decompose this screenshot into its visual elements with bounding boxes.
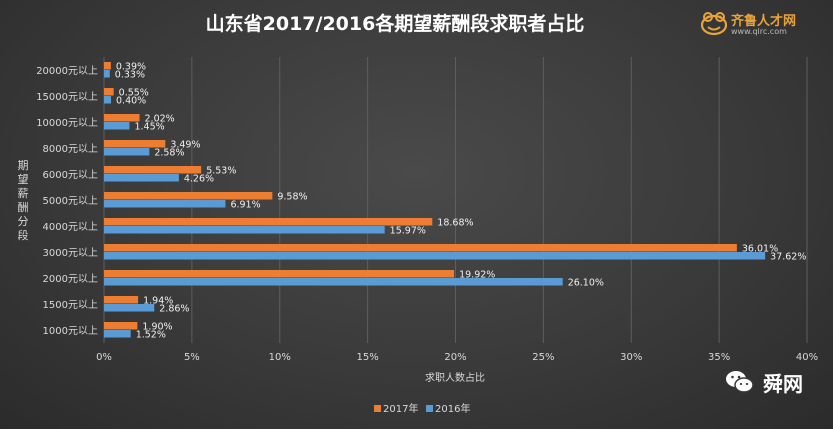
logo-text: 齐鲁人才网 <box>731 14 797 29</box>
bar-2016 <box>104 226 385 234</box>
bar-2016 <box>104 96 112 104</box>
x-tick-label: 20% <box>444 352 466 363</box>
y-axis-label-char: 分 <box>18 215 29 228</box>
bar-2017 <box>104 270 455 278</box>
bar-2017 <box>104 114 140 122</box>
y-tick-label: 6000元以上 <box>43 169 98 181</box>
data-label: 2.58% <box>154 148 184 159</box>
wechat-icon <box>726 371 754 393</box>
data-label: 15.97% <box>390 226 426 237</box>
bar-2017 <box>104 62 111 70</box>
bar-2017 <box>104 244 737 252</box>
chart-title: 山东省2017/2016各期望薪酬段求职者占比 <box>206 12 585 35</box>
gridlines <box>103 57 808 343</box>
data-label: 0.40% <box>116 96 146 107</box>
bar-2017 <box>104 192 273 200</box>
x-tick-label: 5% <box>184 352 200 363</box>
data-label: 37.62% <box>770 252 806 263</box>
x-tick-label: 15% <box>357 352 379 363</box>
watermark-text: 舜网 <box>763 371 803 396</box>
bar-2017 <box>104 218 433 226</box>
watermark: 舜网 <box>725 367 803 397</box>
bar-2016 <box>104 174 179 182</box>
legend: 2017年 2016年 <box>374 402 470 415</box>
y-tick-label: 3000元以上 <box>43 247 98 259</box>
x-tick-label: 0% <box>96 352 112 363</box>
y-axis-label-char: 酬 <box>18 201 29 214</box>
x-axis-label: 求职人数占比 <box>425 371 485 384</box>
data-label: 19.92% <box>459 270 495 281</box>
bar-2016 <box>104 70 110 78</box>
data-label: 3.49% <box>170 140 200 151</box>
data-label: 0.55% <box>119 88 149 99</box>
y-tick-label: 4000元以上 <box>43 221 98 233</box>
data-label: 9.58% <box>277 192 307 203</box>
data-label: 4.26% <box>184 174 214 185</box>
bar-2016 <box>104 122 130 130</box>
bar-2016 <box>104 278 563 286</box>
x-tick-label: 35% <box>708 352 730 363</box>
y-tick-label: 2000元以上 <box>43 273 98 285</box>
x-tick-label: 40% <box>796 352 818 363</box>
frog-logo-icon <box>701 12 727 36</box>
data-label: 36.01% <box>742 244 778 255</box>
data-label: 1.94% <box>143 296 173 307</box>
data-label: 26.10% <box>568 278 604 289</box>
data-label: 5.53% <box>206 166 236 177</box>
data-label: 1.45% <box>134 122 164 133</box>
data-label: 2.86% <box>159 304 189 315</box>
data-label: 0.39% <box>116 62 146 73</box>
bar-2017 <box>104 140 166 148</box>
bar-2017 <box>104 322 138 330</box>
bar-2016 <box>104 330 131 338</box>
y-axis-label-char: 薪 <box>18 187 29 200</box>
y-tick-label: 8000元以上 <box>43 143 98 155</box>
y-tick-label: 15000元以上 <box>36 91 98 103</box>
legend-swatch <box>426 405 433 412</box>
y-tick-label: 1500元以上 <box>43 299 98 311</box>
y-axis-label-char: 段 <box>18 228 29 242</box>
y-tick-label: 1000元以上 <box>43 325 98 337</box>
data-label: 2.02% <box>145 114 175 125</box>
y-tick-label: 5000元以上 <box>43 195 98 207</box>
legend-label: 2017年 <box>383 402 418 415</box>
logo-url: www.qlrc.com <box>731 27 787 36</box>
legend-label: 2016年 <box>435 402 470 415</box>
bar-2016 <box>104 200 226 208</box>
x-axis-ticks: 0% 5% 10% 15% 20% 25% 30% 35% 40% <box>96 352 818 363</box>
data-label: 18.68% <box>437 218 473 229</box>
bar-2017 <box>104 166 202 174</box>
bar-2017 <box>104 296 139 304</box>
x-tick-label: 25% <box>532 352 554 363</box>
y-axis-label-char: 望 <box>18 173 29 186</box>
y-axis-ticks: 20000元以上 15000元以上 10000元以上 8000元以上 6000元以上 50… <box>36 65 98 337</box>
data-label: 1.90% <box>142 322 172 333</box>
bar-2016 <box>104 252 766 260</box>
y-axis-label-char: 期 <box>18 159 29 172</box>
y-tick-label: 20000元以上 <box>36 65 98 77</box>
brand-logo: 齐鲁人才网 www.qlrc.com <box>701 8 821 42</box>
bar-2016 <box>104 304 155 312</box>
legend-swatch <box>374 405 381 412</box>
bar-2017 <box>104 88 114 96</box>
data-label: 1.52% <box>136 330 166 341</box>
x-tick-label: 10% <box>269 352 291 363</box>
data-label: 0.33% <box>115 70 145 81</box>
bar-series: 0.39%0.33% 0.55%0.40% 2.02%1.45% 3.49%2.58%… <box>104 62 806 341</box>
y-tick-label: 10000元以上 <box>36 117 98 129</box>
data-label: 6.91% <box>230 200 260 211</box>
x-tick-label: 30% <box>620 352 642 363</box>
bar-2016 <box>104 148 150 156</box>
